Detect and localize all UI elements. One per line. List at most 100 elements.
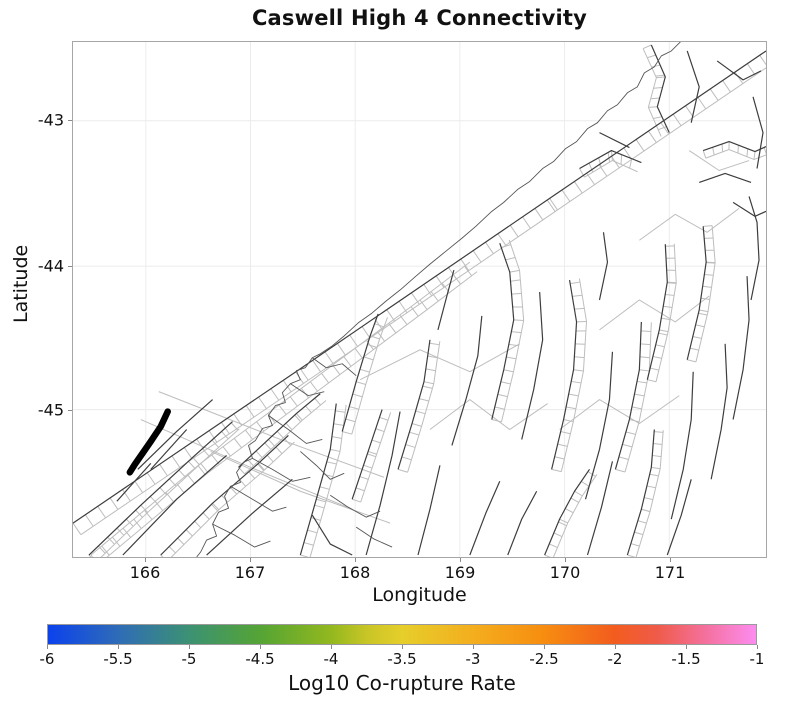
- colorbar-tick-label: -3.5: [387, 650, 417, 668]
- fault-section-rung: [685, 105, 694, 118]
- fault-section-edge: [635, 430, 664, 557]
- fault-section-rung: [655, 74, 665, 77]
- fault-section-rung: [660, 122, 670, 135]
- fault-section-rung: [299, 368, 309, 381]
- fault-section-edge: [360, 412, 392, 503]
- fault-section-rung: [160, 554, 164, 557]
- fault-section-rung: [211, 503, 219, 512]
- fault-section-rung: [371, 439, 381, 444]
- fault-section-rung: [634, 531, 644, 536]
- fault-trace: [451, 315, 483, 446]
- fault-section-rung: [349, 334, 359, 347]
- fault-section-rung: [363, 356, 374, 361]
- fiord-inlet: [230, 485, 287, 512]
- fault-section-rung: [230, 487, 238, 495]
- fault-section-rung: [248, 471, 256, 479]
- fault-section-rung: [695, 324, 705, 328]
- fault-section-rung: [169, 478, 177, 487]
- colorbar-tick-label: -5.5: [103, 650, 133, 668]
- fault-trace: [238, 393, 321, 468]
- fault-section-rung: [631, 406, 642, 410]
- fault-section-rung: [494, 406, 505, 410]
- y-tick-label: -45: [37, 400, 64, 420]
- fault-section-rung: [505, 256, 516, 261]
- map-plot-area: [72, 41, 767, 558]
- fault-section-rung: [212, 502, 220, 511]
- fault-section-rung: [704, 273, 714, 276]
- fault-section-rung: [196, 438, 205, 451]
- fault-section-rung: [656, 76, 666, 79]
- fault-section-rung: [639, 369, 650, 372]
- fault-section-edge: [106, 271, 478, 557]
- y-tick-mark: [68, 410, 72, 411]
- fault-section-rung: [702, 150, 707, 159]
- fault-section-rung: [692, 336, 702, 339]
- fault-trace: [469, 481, 501, 556]
- fault-section-rung: [285, 422, 293, 431]
- fault-section-rung: [574, 490, 583, 497]
- x-tick-mark: [355, 558, 356, 562]
- fault-section-rung: [598, 164, 608, 177]
- fault-section-rung: [331, 436, 342, 439]
- fault-section-rung: [491, 419, 502, 423]
- fault-section-rung: [332, 364, 341, 375]
- fault-trace-light: [158, 391, 385, 478]
- fault-trace: [748, 196, 760, 301]
- fault-section-rung: [324, 351, 334, 364]
- fault-section-rung: [309, 381, 318, 392]
- fault-section-rung: [222, 446, 231, 457]
- fault-section-rung: [352, 393, 363, 398]
- fault-section-rung: [558, 521, 567, 527]
- fault-section-rung: [367, 450, 377, 455]
- fault-map-svg: [73, 42, 766, 557]
- fault-section-rung: [430, 291, 439, 302]
- fault-section-rung: [712, 147, 715, 156]
- fault-section-rung: [278, 404, 287, 415]
- fault-section-rung: [422, 385, 433, 389]
- colorbar-tick-mark: [47, 645, 48, 649]
- fault-section-rung: [497, 233, 507, 246]
- fault-section-rung: [460, 258, 470, 271]
- fault-section-rung: [485, 241, 494, 254]
- x-tick-label: 167: [234, 563, 266, 582]
- fiord-inlet: [290, 383, 325, 397]
- fiord-inlet: [312, 357, 357, 377]
- fault-trace: [397, 339, 431, 470]
- fault-section-rung: [651, 466, 661, 470]
- fault-section-rung: [363, 464, 373, 469]
- colorbar-tick-mark: [331, 645, 332, 649]
- fault-section-rung: [667, 281, 677, 284]
- fault-trace: [150, 429, 188, 470]
- fault-section-rung: [411, 292, 420, 305]
- fiord-inlet: [252, 457, 311, 482]
- fault-section-rung: [369, 335, 380, 340]
- fault-section-rung: [635, 139, 645, 152]
- fault-section-rung: [352, 498, 361, 503]
- fault-section-edge: [655, 243, 677, 382]
- fault-section-rung: [501, 244, 511, 249]
- fault-section-rung: [323, 473, 334, 478]
- fault-section-rung: [319, 486, 330, 490]
- fault-section-rung: [623, 147, 633, 160]
- fault-section-rung: [689, 347, 699, 351]
- fault-section-rung: [97, 545, 106, 554]
- colorbar-tick-label: -1.5: [671, 650, 701, 668]
- colorbar-tick-mark: [473, 645, 474, 649]
- fault-section-rung: [658, 126, 667, 131]
- fault-section-rung: [314, 397, 321, 406]
- fault-section-rung: [257, 463, 265, 472]
- fault-trace: [122, 454, 227, 556]
- fault-section-rung: [650, 97, 660, 100]
- fault-trace-light: [140, 419, 353, 510]
- fault-section-rung: [423, 381, 434, 385]
- fault-section-rung: [572, 294, 583, 297]
- fault-trace: [702, 141, 766, 153]
- fault-section-rung: [508, 343, 519, 347]
- fault-section-rung: [652, 355, 662, 359]
- fault-section-rung: [230, 422, 239, 431]
- fault-section-rung: [140, 504, 149, 513]
- fault-section-rung: [401, 456, 412, 461]
- x-tick-mark: [145, 558, 146, 562]
- colorbar-tick-mark: [118, 645, 119, 649]
- fault-section-rung: [672, 113, 682, 127]
